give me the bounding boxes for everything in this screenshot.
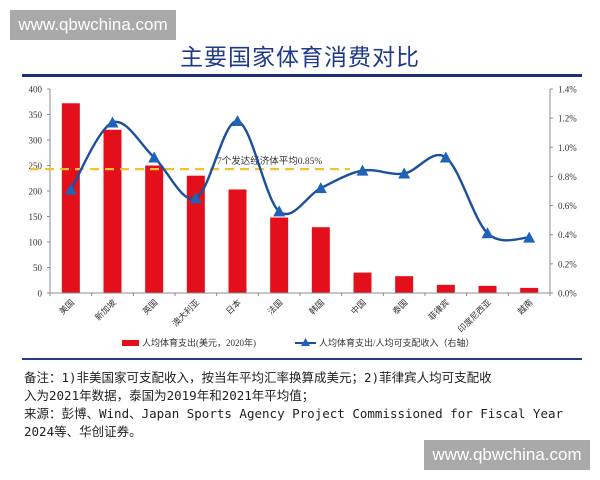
notes-separator <box>22 358 582 360</box>
bar <box>478 285 497 293</box>
bar <box>436 284 455 293</box>
x-axis-category-label: 澳大利亚 <box>170 297 201 328</box>
x-axis-category-label: 美国 <box>57 297 76 316</box>
average-reference-line: 7个发达经济体平均0.85% <box>30 155 350 171</box>
note-line-2: 入为2021年数据，泰国为2019年和2021年平均值； <box>24 388 315 403</box>
triangle-marker <box>231 115 244 127</box>
combo-chart: 0 50 100 150 200 250 300 350 400 0.0% 0.2% 0.4% 0.6… <box>29 85 578 349</box>
right-axis-tick-label: 1.0% <box>558 143 577 153</box>
left-axis-tick-label: 50 <box>33 263 43 273</box>
bar <box>186 175 205 293</box>
triangle-marker <box>356 164 369 176</box>
triangle-marker <box>439 151 452 163</box>
bar <box>520 287 539 293</box>
right-axis-tick-label: 0.4% <box>558 230 577 240</box>
left-axis-tick-label: 100 <box>29 238 43 248</box>
legend: 人均体育支出(美元，2020年) 人均体育支出/人均可支配收入（右轴） <box>122 337 475 348</box>
x-axis-category-label: 泰国 <box>390 297 409 316</box>
left-axis-tick-label: 0 <box>38 289 43 299</box>
x-axis-category-label: 菲律宾 <box>426 297 451 322</box>
x-axis-category-label: 英国 <box>140 297 159 316</box>
bar <box>395 276 414 293</box>
legend-bar-swatch <box>122 340 139 346</box>
title-underline <box>22 74 582 77</box>
watermark-top: www.qbwchina.com <box>10 10 176 40</box>
notes-block: 备注：1)非美国家可支配收入，按当年平均汇率换算成美元；2)菲律宾人均可支配收 … <box>24 369 584 441</box>
triangle-marker <box>398 167 411 179</box>
bar-series <box>61 103 539 293</box>
triangle-marker <box>64 183 77 195</box>
legend-label-line: 人均体育支出/人均可支配收入（右轴） <box>319 337 475 348</box>
right-axis-tick-label: 0.0% <box>558 289 577 299</box>
left-axis-tick-label: 200 <box>29 187 43 197</box>
bar <box>103 129 122 293</box>
left-axis-tick-label: 350 <box>29 110 43 120</box>
right-axis-tick-label: 0.2% <box>558 259 577 269</box>
note-line-1: 备注：1)非美国家可支配收入，按当年平均汇率换算成美元；2)菲律宾人均可支配收 <box>24 370 492 385</box>
left-axis-tick-label: 300 <box>29 136 43 146</box>
chart-title: 主要国家体育消费对比 <box>180 45 420 71</box>
left-axis-tick-label: 400 <box>29 85 43 95</box>
x-axis-category-label: 韩国 <box>307 297 326 316</box>
triangle-marker <box>189 192 202 204</box>
legend-label-bar: 人均体育支出(美元，2020年) <box>142 337 256 348</box>
right-axis-tick-label: 1.2% <box>558 114 577 124</box>
bar <box>311 227 330 293</box>
triangle-marker <box>481 227 494 239</box>
right-axis: 0.0% 0.2% 0.4% 0.6% 0.8% 1.0% 1.2% 1.4% <box>549 85 577 299</box>
left-axis-tick-label: 250 <box>29 161 43 171</box>
triangle-marker <box>314 182 327 194</box>
bar <box>145 165 164 293</box>
line-series <box>64 115 536 243</box>
triangle-marker <box>273 205 286 217</box>
left-axis: 0 50 100 150 200 250 300 350 400 <box>29 85 51 299</box>
left-axis-tick-label: 150 <box>29 212 43 222</box>
triangle-marker <box>148 151 161 163</box>
x-axis-category-label: 法国 <box>265 297 284 316</box>
x-axis-category-label: 日本 <box>224 297 243 316</box>
x-axis-category-label: 新加坡 <box>93 297 118 322</box>
source-line-2: 2024等、华创证券。 <box>24 424 142 439</box>
bar <box>353 272 372 293</box>
x-axis-category-label: 越南 <box>515 297 534 316</box>
triangle-marker <box>523 231 536 243</box>
x-axis-category-label: 中国 <box>349 297 368 316</box>
x-axis-category-label: 印度尼西亚 <box>456 297 493 334</box>
source-line-1: 来源：彭博、Wind、Japan Sports Agency Project C… <box>24 406 564 421</box>
right-axis-tick-label: 0.8% <box>558 172 577 182</box>
bar <box>228 189 247 293</box>
average-line-label: 7个发达经济体平均0.85% <box>217 155 322 167</box>
watermark-bottom: www.qbwchina.com <box>424 440 590 470</box>
triangle-marker <box>106 116 119 128</box>
x-axis: 美国 新加坡 英国 澳大利亚 日本 法国 韩国 中国 泰国 菲律宾 印度尼西亚 越南 <box>49 292 551 334</box>
legend-line-swatch <box>301 338 310 346</box>
right-axis-tick-label: 1.4% <box>558 85 577 95</box>
right-axis-tick-label: 0.6% <box>558 201 577 211</box>
bar <box>270 217 289 293</box>
bar <box>61 103 80 293</box>
